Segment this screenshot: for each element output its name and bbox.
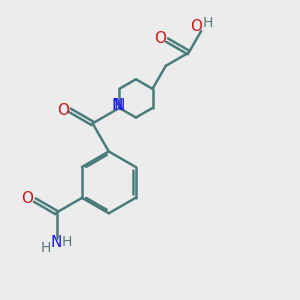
Text: O: O bbox=[57, 103, 69, 118]
Text: N: N bbox=[51, 235, 62, 250]
Text: H: H bbox=[61, 235, 72, 249]
Text: O: O bbox=[22, 191, 34, 206]
Text: O: O bbox=[154, 31, 166, 46]
Text: H: H bbox=[40, 241, 50, 255]
Text: N: N bbox=[112, 98, 123, 112]
Text: N: N bbox=[114, 98, 125, 113]
Text: H: H bbox=[202, 16, 213, 30]
Text: O: O bbox=[190, 19, 202, 34]
